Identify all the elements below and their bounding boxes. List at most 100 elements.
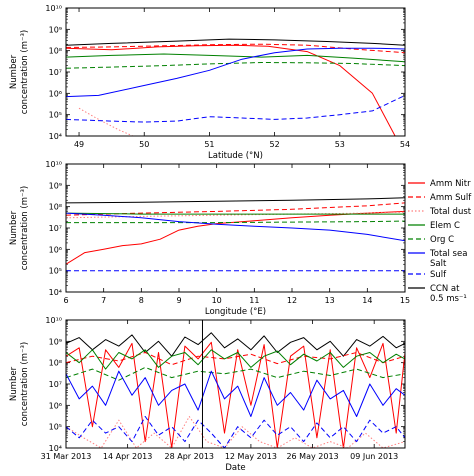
legend-item-elem-c: Elem C bbox=[408, 221, 460, 231]
legend-label-line: CCN at bbox=[430, 284, 460, 294]
x-tick-label: 11 bbox=[249, 296, 259, 305]
legend-item-sulf: Sulf bbox=[408, 270, 447, 280]
series-line-sulf bbox=[66, 94, 405, 123]
x-tick-label: 6 bbox=[63, 296, 68, 305]
x-tick-label: 26 May 2013 bbox=[286, 452, 338, 461]
x-tick-label: 13 bbox=[325, 296, 335, 305]
y-tick-label: 10¹⁰ bbox=[45, 4, 62, 13]
legend-label-line: Org C bbox=[430, 235, 454, 245]
y-tick-label: 10⁹ bbox=[49, 181, 62, 190]
x-tick-label: 14 bbox=[362, 296, 372, 305]
series-lines bbox=[66, 38, 405, 136]
legend-label: Org C bbox=[430, 235, 454, 245]
x-tick-label: 51 bbox=[204, 140, 214, 149]
y-axis-label: Numberconcentration (m⁻³) bbox=[9, 30, 30, 114]
series-line-ccn-at-0-5-ms bbox=[66, 197, 405, 204]
series-lines bbox=[66, 332, 405, 448]
x-tick-label: 12 May 2013 bbox=[225, 452, 277, 461]
x-tick-label: 31 Mar 2013 bbox=[41, 452, 92, 461]
series-line-total-dust bbox=[66, 211, 405, 219]
series-line-org-c bbox=[66, 220, 405, 224]
y-tick-label: 10⁹ bbox=[49, 337, 62, 346]
y-tick-label: 10⁷ bbox=[49, 224, 62, 233]
legend: Amm Nitr Amm Sulf Total dust Elem C Org C Tot… bbox=[408, 179, 472, 304]
series-line-total-sea-salt bbox=[66, 370, 405, 417]
y-tick-label: 10⁸ bbox=[49, 359, 62, 368]
y-axis-label-line: Number bbox=[9, 210, 19, 245]
series-line-org-c bbox=[66, 366, 405, 381]
legend-item-amm-nitr: Amm Nitr bbox=[408, 179, 471, 189]
y-tick-label: 10⁹ bbox=[49, 25, 62, 34]
y-tick-label: 10⁷ bbox=[49, 68, 62, 77]
series-line-elem-c bbox=[66, 349, 405, 370]
legend-label: Elem C bbox=[430, 221, 460, 231]
legend-label-line: Total dust bbox=[429, 207, 472, 217]
x-tick-label: 49 bbox=[74, 140, 84, 149]
chart-panel-1: 10⁴ 10⁵ 10⁶ 10⁷ 10⁸ 10⁹ 10¹⁰ 49 50 51 52 53 54 Latitu… bbox=[9, 4, 410, 161]
legend-item-org-c: Org C bbox=[408, 235, 454, 245]
y-axis-label-line: concentration (m⁻³) bbox=[20, 186, 30, 270]
panels: 10⁴ 10⁵ 10⁶ 10⁷ 10⁸ 10⁹ 10¹⁰ 49 50 51 52 53 54 Latitu… bbox=[9, 4, 410, 473]
x-tick-label: 8 bbox=[139, 296, 144, 305]
axes-frame bbox=[65, 319, 406, 449]
y-tick-label: 10⁸ bbox=[49, 47, 62, 56]
x-tick-label: 12 bbox=[287, 296, 297, 305]
legend-item-total-dust: Total dust bbox=[408, 207, 472, 217]
y-tick-label: 10⁴ bbox=[49, 288, 62, 297]
y-axis-label-line: concentration (m⁻³) bbox=[20, 30, 30, 114]
x-axis-label: Date bbox=[225, 463, 245, 473]
x-tick-label: 52 bbox=[270, 140, 280, 149]
x-tick-label: 7 bbox=[101, 296, 106, 305]
series-line-elem-c bbox=[66, 53, 405, 63]
y-tick-label: 10⁴ bbox=[49, 444, 62, 453]
x-axis-label: Latitude (°N) bbox=[208, 151, 263, 161]
series-line-total-dust bbox=[78, 107, 135, 136]
legend-label: Amm Nitr bbox=[430, 179, 471, 189]
series-line-total-dust bbox=[66, 416, 405, 448]
series-line-org-c bbox=[66, 62, 405, 69]
y-tick-label: 10⁵ bbox=[49, 111, 62, 120]
legend-label: Total dust bbox=[429, 207, 472, 217]
legend-label-line: Amm Nitr bbox=[430, 179, 471, 189]
x-ticks: 49 50 51 52 53 54 bbox=[74, 8, 410, 149]
series-lines bbox=[66, 197, 405, 272]
y-tick-label: 10⁶ bbox=[49, 401, 62, 410]
series-line-amm-sulf bbox=[66, 43, 405, 54]
legend-label-line: Salt bbox=[430, 259, 447, 269]
series-line-total-sea-salt bbox=[66, 212, 405, 242]
x-tick-label: 50 bbox=[139, 140, 149, 149]
series-line-ccn-at-0-5-ms bbox=[66, 332, 405, 357]
y-tick-label: 10¹⁰ bbox=[45, 160, 62, 169]
y-axis-label: Numberconcentration (m⁻³) bbox=[9, 342, 30, 426]
x-tick-label: 9 bbox=[176, 296, 181, 305]
legend-label-line: Sulf bbox=[430, 270, 447, 280]
legend-item-amm-sulf: Amm Sulf bbox=[408, 193, 472, 203]
y-tick-label: 10⁶ bbox=[49, 245, 62, 254]
y-ticks: 10⁴ 10⁵ 10⁶ 10⁷ 10⁸ 10⁹ 10¹⁰ bbox=[45, 160, 405, 297]
x-tick-label: 54 bbox=[400, 140, 410, 149]
y-axis-label-line: Number bbox=[9, 366, 19, 401]
chart-panel-2: 10⁴ 10⁵ 10⁶ 10⁷ 10⁸ 10⁹ 10¹⁰ 6 7 8 9 10 11 12 13 14 15 Lo… bbox=[9, 160, 410, 317]
y-tick-label: 10⁵ bbox=[49, 267, 62, 276]
series-line-amm-sulf bbox=[66, 352, 405, 366]
y-tick-label: 10⁷ bbox=[49, 380, 62, 389]
legend-label: Total sea Salt bbox=[429, 249, 467, 269]
series-line-ccn-at-0-5-ms bbox=[66, 38, 405, 46]
legend-item-total-sea-salt: Total sea Salt bbox=[408, 249, 467, 269]
x-tick-label: 09 Jun 2013 bbox=[350, 452, 398, 461]
legend-label-line: Elem C bbox=[430, 221, 460, 231]
x-ticks: 6 7 8 9 10 11 12 13 14 15 bbox=[63, 164, 410, 305]
series-line-amm-sulf bbox=[66, 202, 405, 216]
x-tick-label: 15 bbox=[400, 296, 410, 305]
y-tick-label: 10⁴ bbox=[49, 132, 62, 141]
y-tick-label: 10¹⁰ bbox=[45, 316, 62, 325]
legend-item-ccn-at-0-5-ms: CCN at 0.5 ms⁻¹ bbox=[408, 284, 467, 304]
legend-label: Amm Sulf bbox=[430, 193, 472, 203]
legend-label: Sulf bbox=[430, 270, 447, 280]
legend-label-line: 0.5 ms⁻¹ bbox=[430, 294, 467, 304]
legend-label-line: Total sea bbox=[429, 249, 467, 259]
y-tick-label: 10⁶ bbox=[49, 89, 62, 98]
y-ticks: 10⁴ 10⁵ 10⁶ 10⁷ 10⁸ 10⁹ 10¹⁰ bbox=[45, 316, 405, 453]
x-tick-label: 14 Apr 2013 bbox=[103, 452, 152, 461]
y-axis-label-line: Number bbox=[9, 54, 19, 89]
